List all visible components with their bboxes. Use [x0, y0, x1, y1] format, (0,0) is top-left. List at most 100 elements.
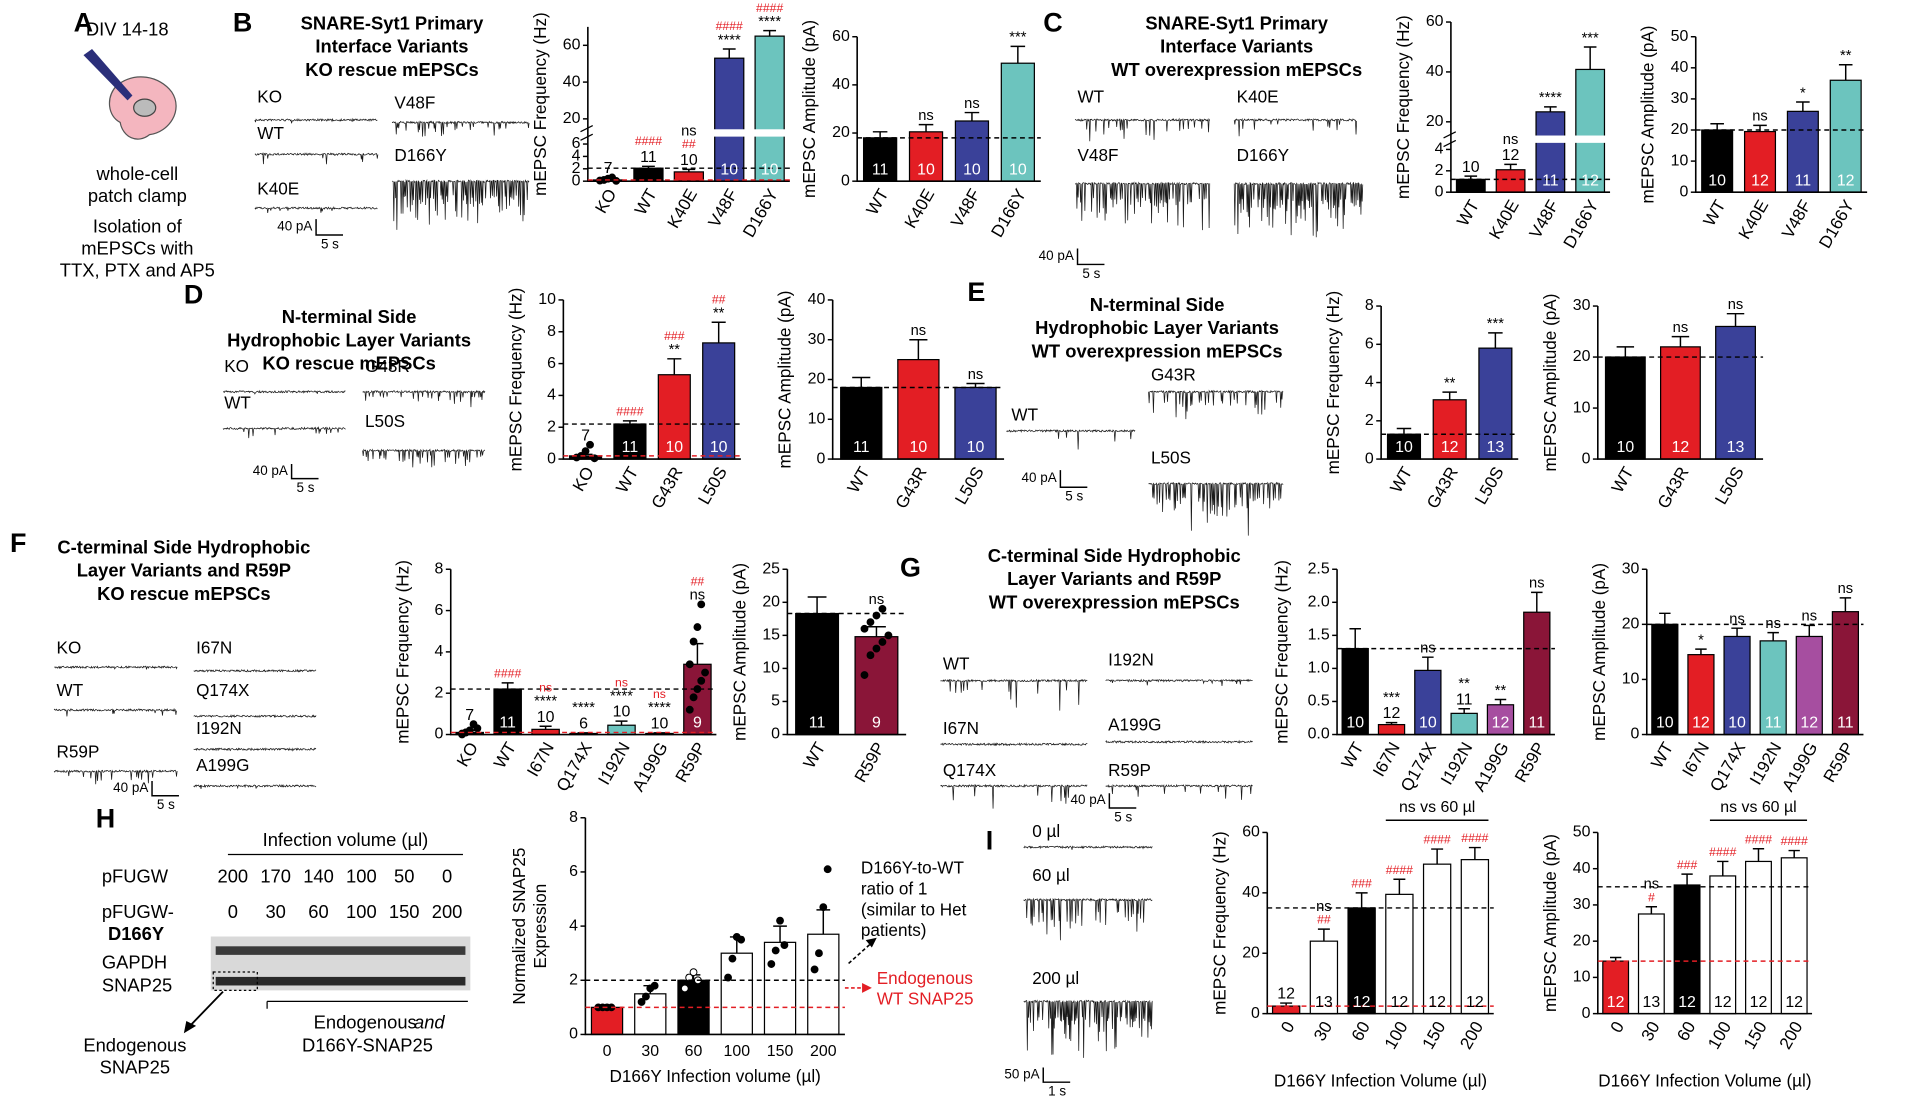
y-tick-label: 0 [1680, 183, 1689, 200]
significance: #### [1745, 832, 1772, 846]
axes [1597, 832, 1813, 1015]
y-tick-label: 4 [1435, 141, 1444, 158]
axes [1694, 36, 1868, 193]
significance: ns [539, 681, 552, 695]
bar [754, 35, 785, 182]
y-tick-label: 0 [841, 172, 850, 189]
significance: ns [918, 108, 934, 124]
panel-title: WT overexpression mEPSCs [989, 591, 1240, 612]
error-bar [1803, 624, 1816, 637]
scale-label: 40 pA [1071, 792, 1106, 807]
x-tick-label: G43R [1653, 463, 1693, 512]
n-label: 7 [465, 707, 474, 724]
bar [1422, 863, 1452, 1015]
data-point [872, 644, 881, 653]
trace [53, 707, 177, 717]
trace-label: G43R [1151, 364, 1196, 384]
trace [53, 769, 178, 785]
method-text: TTX, PTX and AP5 [60, 260, 215, 281]
trace [1105, 739, 1253, 744]
blot-value: 200 [218, 866, 249, 887]
y-tick-label: 20 [1671, 121, 1689, 138]
panel-title: WT overexpression mEPSCs [1032, 340, 1283, 361]
trace-label: WT [943, 653, 970, 673]
trace-label: KO [57, 637, 82, 657]
bar [1347, 907, 1376, 1015]
significance: ns [1752, 109, 1768, 125]
trace [362, 389, 486, 408]
panel-title: SNARE-Syt1 Primary [301, 12, 484, 33]
error-bar [1583, 46, 1597, 70]
trace-label: R59P [57, 741, 100, 761]
blot-value: 150 [389, 901, 420, 922]
bar [1455, 178, 1486, 193]
error-bar [1317, 928, 1330, 942]
error-bar [1385, 721, 1398, 725]
significance: ns [681, 123, 697, 139]
n-label: 11 [1765, 715, 1782, 732]
error-bar [1788, 849, 1800, 858]
data-point [473, 724, 482, 733]
n-label: 12 [1837, 172, 1855, 189]
significance: ns [911, 323, 927, 339]
x-tick-label: I67N [522, 739, 557, 780]
bar [1780, 857, 1808, 1015]
scale-label: 5 s [157, 797, 175, 812]
y-tick-label: 40 [1671, 59, 1689, 76]
error-bar [1396, 427, 1412, 435]
error-bar [1838, 63, 1853, 81]
error-bar [1717, 860, 1729, 876]
x-tick-label: L50S [950, 463, 987, 508]
x-tick-label: 30 [1637, 1018, 1664, 1045]
box-label: Endogenous [83, 1035, 186, 1056]
n-label: 13 [1727, 439, 1745, 456]
y-tick-label: 8 [435, 560, 444, 577]
data-point [866, 651, 875, 660]
bar [1829, 79, 1862, 193]
x-tick-label: 200 [810, 1043, 837, 1060]
trace-label: G43R [365, 356, 410, 376]
scale-label: 40 pA [113, 780, 148, 795]
n-label: 13 [1487, 439, 1505, 456]
significance: *** [1383, 690, 1400, 706]
data-point [771, 946, 780, 955]
panel-title: SNARE-Syt1 Primary [1145, 12, 1328, 33]
n-label: 10 [1009, 161, 1027, 178]
trace [940, 742, 1088, 747]
data-point [884, 631, 893, 640]
blot-value: 0 [228, 901, 238, 922]
x-tick-label: 100 [724, 1043, 751, 1060]
significance: **** [572, 700, 595, 716]
data-point [823, 865, 832, 874]
y-tick-label: 0 [771, 726, 780, 743]
trace [1023, 999, 1153, 1058]
bar [1309, 940, 1339, 1015]
n-label: 12 [1714, 994, 1732, 1011]
error-bar [1431, 848, 1444, 865]
error-bar [918, 123, 934, 132]
bar [1460, 859, 1490, 1015]
y-tick-label: 0 [572, 172, 581, 189]
y-tick-label: 4 [435, 643, 444, 660]
x-tick-label: G43R [1422, 463, 1462, 512]
x-tick-label: I67N [1678, 739, 1713, 780]
y-tick-label: 2.0 [1308, 594, 1330, 611]
annotation: WT SNAP25 [877, 989, 974, 1009]
axes [449, 569, 717, 736]
data-point [697, 600, 706, 609]
scale-label: 40 pA [253, 463, 288, 478]
trace-label: I67N [196, 637, 232, 657]
significance: ns [615, 675, 628, 689]
n-label: 12 [1353, 994, 1371, 1011]
x-tick-label: WT [1386, 463, 1417, 497]
n-label: 10 [537, 709, 555, 726]
error-bar [1731, 627, 1743, 637]
trace [1006, 428, 1136, 450]
trace-label: 60 µl [1032, 865, 1069, 885]
y-tick-label: 0.5 [1308, 693, 1330, 710]
y-axis-label: mEPSC Frequency (Hz) [393, 560, 413, 744]
n-label: 12 [1751, 172, 1769, 189]
x-tick-label: WT [862, 185, 893, 219]
data-point [685, 660, 694, 669]
y-tick-label: 20 [1242, 944, 1260, 961]
